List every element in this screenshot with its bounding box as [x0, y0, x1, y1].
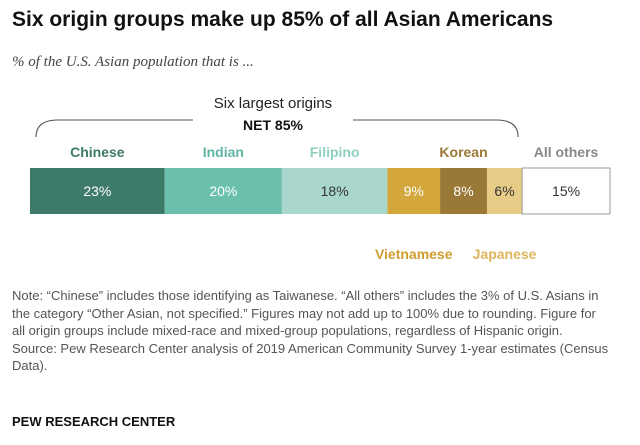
value-label-indian: 20%	[209, 183, 237, 199]
bar-filipino	[281, 168, 388, 214]
category-label-filipino: Filipino	[310, 144, 360, 160]
category-label-indian: Indian	[203, 144, 244, 160]
category-label-all-others: All others	[534, 144, 599, 160]
bracket-net-label: NET 85%	[243, 117, 303, 133]
note-block: Note: “Chinese” includes those identifyi…	[12, 287, 612, 375]
bracket-label: Six largest origins	[214, 95, 332, 112]
value-label-japanese: 6%	[494, 183, 514, 199]
footer-credit: PEW RESEARCH CENTER	[12, 414, 176, 429]
category-label-japanese: Japanese	[473, 246, 537, 262]
value-label-filipino: 18%	[321, 183, 349, 199]
category-label-vietnamese: Vietnamese	[375, 246, 453, 262]
source-text: Source: Pew Research Center analysis of …	[12, 340, 609, 374]
value-label-all-others: 15%	[552, 183, 580, 199]
net-bracket	[35, 119, 519, 138]
chart-subtitle: % of the U.S. Asian population that is .…	[12, 54, 254, 70]
chart-title: Six origin groups make up 85% of all Asi…	[12, 8, 554, 31]
category-label-chinese: Chinese	[70, 144, 125, 160]
stacked-bar-chart: Six largest origins NET 85% 23% Chinese 20…	[30, 95, 611, 262]
value-label-korean: 8%	[453, 183, 473, 199]
bar-japanese	[486, 168, 523, 214]
bar-korean	[440, 168, 487, 214]
bar-indian	[164, 168, 282, 214]
bar-vietnamese	[387, 168, 441, 214]
value-label-vietnamese: 9%	[404, 183, 424, 199]
bar-chinese	[30, 168, 165, 214]
value-label-chinese: 23%	[83, 183, 111, 199]
bar-all-others	[521, 167, 611, 215]
category-label-korean: Korean	[439, 144, 487, 160]
note-text: Note: “Chinese” includes those identifyi…	[12, 288, 599, 338]
